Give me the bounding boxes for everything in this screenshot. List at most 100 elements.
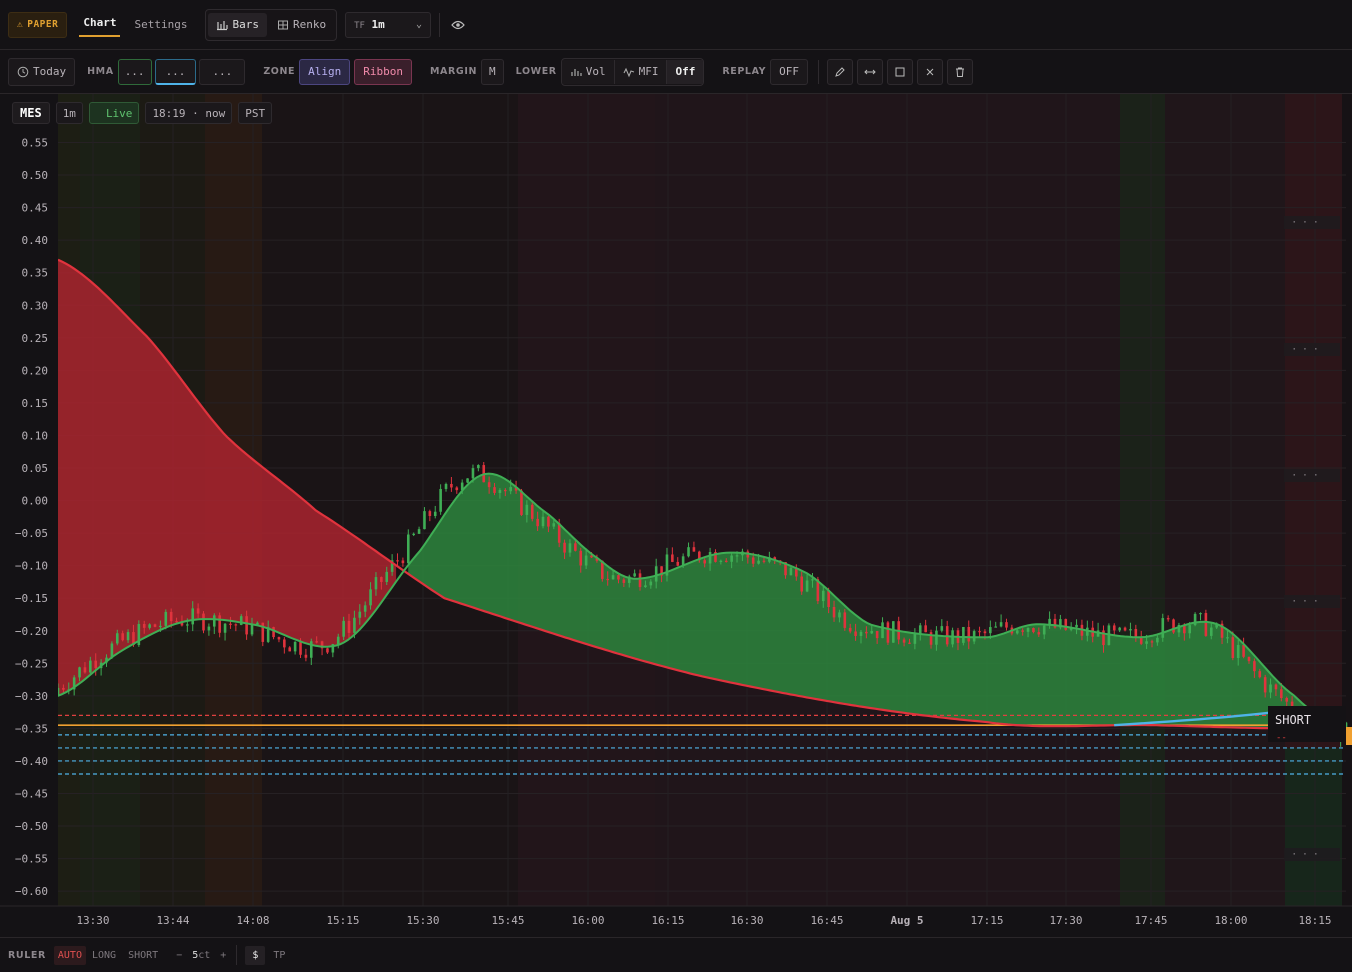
candle-body <box>428 511 432 517</box>
rectangle-icon[interactable] <box>886 58 913 85</box>
short-button[interactable]: SHORT <box>128 949 159 961</box>
y-tick-label: −0.05 <box>15 527 48 540</box>
ruler-label: RULER <box>8 949 46 961</box>
candle-body <box>487 482 491 488</box>
tp-button[interactable]: TP <box>273 949 286 961</box>
eye-icon[interactable] <box>448 15 468 35</box>
y-tick-label: −0.45 <box>15 788 48 801</box>
candle-body <box>304 654 308 658</box>
candle-body <box>1032 628 1035 633</box>
margin-label: MARGIN <box>430 66 478 77</box>
tab-settings[interactable]: Settings <box>134 18 188 31</box>
candle-body <box>1015 630 1019 634</box>
candle-body <box>331 644 335 653</box>
hma-slot-3[interactable]: ... <box>199 58 246 85</box>
session-band <box>1165 94 1285 906</box>
hma-slot-1[interactable]: ... <box>117 58 152 85</box>
candle-body <box>1204 613 1208 636</box>
close-icon[interactable] <box>916 58 943 85</box>
candle-body <box>417 529 421 534</box>
candle-body <box>406 534 410 564</box>
horizontal-arrows-icon[interactable] <box>856 58 883 85</box>
candle-body <box>207 626 211 631</box>
candle-body <box>881 622 884 639</box>
zone-ribbon-button[interactable]: Ribbon <box>354 58 412 85</box>
candle-body <box>595 557 599 561</box>
y-axis: 0.55 0.50 0.45 0.40 0.35 0.30 0.25 0.20 0.15 0.10… <box>0 94 58 906</box>
candle-body <box>574 543 577 551</box>
paper-badge[interactable]: ⚠ PAPER <box>8 11 68 38</box>
candle-body <box>1199 613 1202 615</box>
pencil-icon[interactable] <box>826 58 853 85</box>
candle-body <box>967 626 971 642</box>
bars-button[interactable]: Bars <box>208 12 267 37</box>
divider <box>817 59 819 84</box>
lower-off-button[interactable]: Off <box>667 59 704 84</box>
candle-body <box>520 490 523 515</box>
candle-body <box>552 523 556 527</box>
trash-icon[interactable] <box>946 58 973 85</box>
blue-trail-line <box>1114 711 1269 727</box>
candle-body <box>579 550 583 566</box>
candle-body <box>821 590 825 602</box>
margin-button[interactable]: M <box>481 58 504 85</box>
session-band <box>518 94 655 906</box>
qty-minus-button[interactable]: − <box>176 949 183 961</box>
tab-chart[interactable]: Chart <box>79 12 121 37</box>
dollar-button[interactable]: $ <box>245 945 266 965</box>
candle-body <box>159 625 162 628</box>
candle-body <box>563 542 566 553</box>
y-tick-label: 0.10 <box>22 429 49 442</box>
candle-body <box>1048 618 1051 626</box>
candle-body <box>848 627 852 632</box>
long-button[interactable]: LONG <box>91 949 117 961</box>
divider <box>236 945 238 965</box>
auto-button[interactable]: AUTO <box>53 945 86 965</box>
tool-bar: Today HMA ... ... ... ZONE Align Ribbon … <box>0 50 1352 94</box>
zone-fill <box>408 473 1326 729</box>
candle-body <box>665 554 669 576</box>
candle-body <box>1161 618 1165 638</box>
candle-body <box>288 647 292 652</box>
candle-body <box>78 667 81 678</box>
candle-body <box>1123 627 1127 631</box>
candle-body <box>654 566 658 582</box>
candle-body <box>110 643 114 658</box>
candle-body <box>601 560 604 579</box>
today-button[interactable]: Today <box>8 57 76 86</box>
replay-button[interactable]: OFF <box>770 58 808 85</box>
candle-body <box>811 579 814 581</box>
legend-tf: 1m <box>55 102 83 124</box>
short-marker[interactable]: SHORT -- <box>1268 706 1352 745</box>
candle-body <box>800 576 803 592</box>
candle-body <box>827 590 830 608</box>
candle-body <box>773 557 777 561</box>
candle-body <box>293 641 297 652</box>
timeframe-select[interactable]: TF 1m ⌄ <box>345 11 432 38</box>
y-axis-background <box>0 94 58 906</box>
lower-mfi-button[interactable]: MFI <box>614 59 668 84</box>
candle-body <box>1053 618 1057 628</box>
candle-body <box>1209 627 1213 636</box>
candle-body <box>514 487 518 491</box>
lower-vol-button[interactable]: Vol <box>561 59 615 84</box>
zone-label: ZONE <box>263 66 296 77</box>
candle-body <box>541 516 545 527</box>
qty-plus-button[interactable]: + <box>220 949 227 961</box>
candle-body <box>471 468 475 479</box>
hma-slot-2[interactable]: ... <box>154 58 197 85</box>
renko-button[interactable]: Renko <box>269 13 334 37</box>
chevron-down-icon: ⌄ <box>416 19 423 30</box>
candle-body <box>929 632 933 645</box>
price-chart[interactable]: 0.55 0.50 0.45 0.40 0.35 0.30 0.25 0.20 0.15 0.10… <box>0 94 1352 937</box>
x-tick-label: 17:45 <box>1134 914 1167 927</box>
candle-body <box>121 633 124 641</box>
candle-body <box>649 581 653 586</box>
symbol-badge[interactable]: MES <box>12 102 50 124</box>
zone-align-button[interactable]: Align <box>299 58 351 85</box>
y-tick-label: 0.55 <box>22 137 49 150</box>
x-tick-label: 16:15 <box>651 914 684 927</box>
candle-body <box>477 465 480 469</box>
candle-body <box>1150 641 1154 643</box>
grid-icon <box>277 20 288 29</box>
